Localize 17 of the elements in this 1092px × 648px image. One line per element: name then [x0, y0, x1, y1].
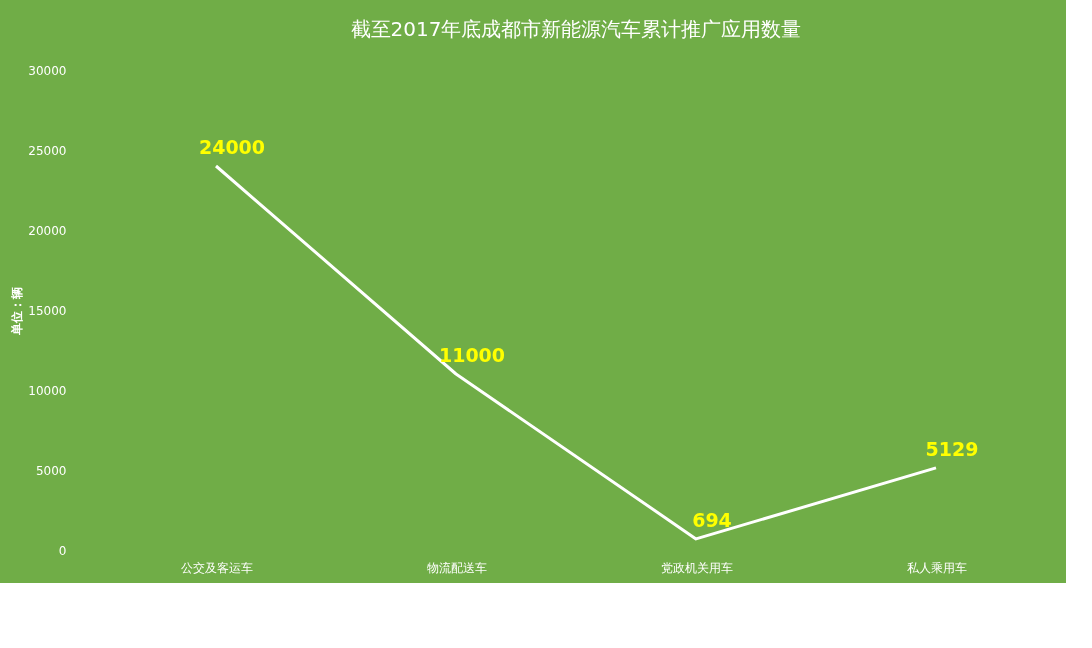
y-tick-label: 25000 — [28, 143, 67, 158]
y-tick-label: 20000 — [28, 223, 67, 238]
y-axis-title: 单位：辆 — [10, 286, 25, 336]
data-label: 5129 — [925, 437, 979, 460]
chart-title: 截至2017年底成都市新能源汽车累计推广应用数量 — [350, 17, 802, 41]
y-tick-label: 0 — [58, 543, 67, 558]
x-tick-label: 党政机关用车 — [660, 560, 733, 575]
data-label: 694 — [692, 508, 732, 531]
y-tick-label: 15000 — [28, 303, 67, 318]
x-tick-label: 公交及客运车 — [180, 560, 253, 575]
y-tick-label: 5000 — [35, 463, 67, 478]
data-label: 11000 — [438, 344, 506, 366]
data-label: 24000 — [198, 136, 266, 158]
x-tick-label: 私人乘用车 — [906, 560, 967, 575]
y-tick-label: 10000 — [28, 383, 67, 398]
y-tick-label: 30000 — [28, 63, 67, 78]
x-tick-label: 物流配送车 — [426, 560, 487, 575]
